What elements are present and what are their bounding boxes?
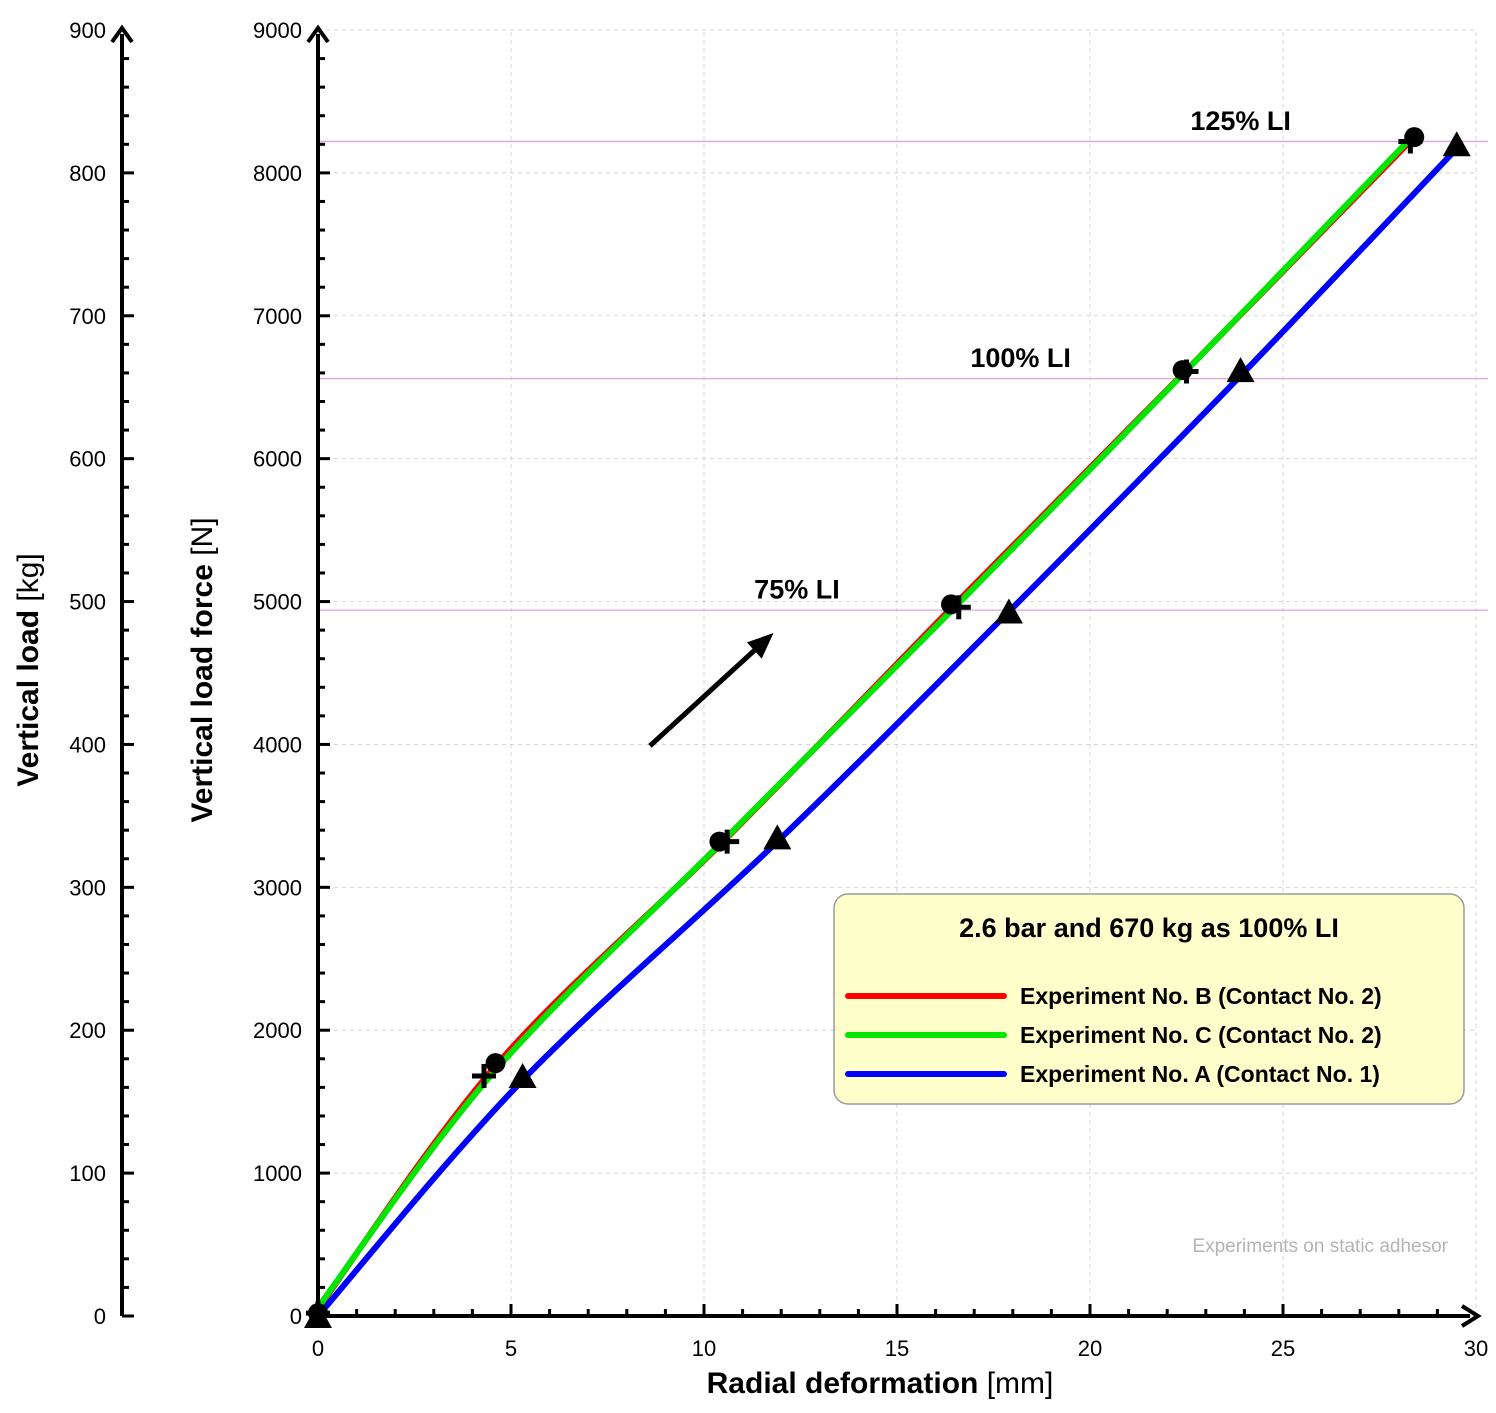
secondary-y-axis-title-main: Vertical load (12, 610, 45, 787)
reference-lines (318, 140, 1488, 611)
circle-marker-5 (1404, 127, 1425, 148)
secondary-y-axis-arrowhead (110, 24, 134, 44)
x-tick-label-0: 0 (312, 1336, 324, 1361)
y-tick-label-7: 7000 (253, 304, 302, 329)
y-axis-title: Vertical load force [N] (186, 517, 219, 822)
y-axis-title-unit: [N] (186, 517, 219, 555)
tick-labels: 0 5 10 15 20 25 300100020003000400050006000700… (69, 18, 1488, 1361)
y-tick-label-0: 0 (290, 1304, 302, 1329)
x-axis-title: Radial deformation [mm] (707, 1367, 1054, 1400)
x-tick-label-4: 20 (1078, 1336, 1102, 1361)
legend-label-1: Experiment No. C (Contact No. 2) (1020, 1022, 1382, 1048)
plus-marker-1 (471, 1063, 496, 1088)
axes (110, 24, 1482, 1328)
x-tick-label-6: 30 (1464, 1336, 1488, 1361)
triangle-marker-1 (508, 1062, 537, 1088)
legend-box (833, 893, 1465, 1105)
x-tick-label-2: 10 (692, 1336, 716, 1361)
legend: 2.6 bar and 670 kg as 100% LI Experiment… (833, 893, 1465, 1105)
y2-tick-label-1: 100 (69, 1161, 106, 1186)
y2-tick-label-9: 900 (69, 18, 106, 43)
y-tick-label-4: 4000 (253, 732, 302, 757)
secondary-y-axis-title: Vertical load [kg] (12, 553, 45, 786)
y-tick-label-5: 5000 (253, 590, 302, 615)
x-tick-label-1: 5 (505, 1336, 517, 1361)
y-tick-label-1: 1000 (253, 1161, 302, 1186)
arrow-head (746, 632, 774, 659)
legend-items: Experiment No. B (Contact No. 2) Experime… (845, 983, 1382, 1087)
grid (317, 29, 1477, 1317)
triangle-marker-2 (763, 824, 792, 850)
data-markers (304, 127, 1471, 1328)
reference-label-0: 75% LI (754, 575, 840, 605)
x-tick-label-5: 25 (1271, 1336, 1295, 1361)
y-axis-title-main: Vertical load force (186, 564, 219, 822)
legend-label-2: Experiment No. A (Contact No. 1) (1020, 1061, 1380, 1087)
y-tick-label-8: 8000 (253, 161, 302, 186)
triangle-marker-3 (994, 598, 1023, 624)
y2-tick-label-3: 300 (69, 875, 106, 900)
y-tick-label-3: 3000 (253, 875, 302, 900)
triangle-marker-4 (1226, 357, 1255, 383)
circle-marker-1 (485, 1053, 506, 1074)
y2-tick-label-4: 400 (69, 732, 106, 757)
tick-marks (122, 57, 1439, 1318)
plus-marker-5 (1398, 129, 1423, 154)
y-tick-label-6: 6000 (253, 447, 302, 472)
series-line-1 (318, 135, 1414, 1311)
x-tick-label-3: 15 (885, 1336, 909, 1361)
x-axis-title-unit: [mm] (987, 1367, 1054, 1400)
plus-marker-2 (715, 829, 740, 854)
arrow-shaft (648, 648, 756, 748)
y-tick-label-2: 2000 (253, 1018, 302, 1043)
reference-labels: 75% LI 100% LI 125% LI (754, 106, 1291, 605)
y2-tick-label-6: 600 (69, 447, 106, 472)
y2-tick-label-2: 200 (69, 1018, 106, 1043)
legend-label-0: Experiment No. B (Contact No. 2) (1020, 983, 1382, 1009)
secondary-y-axis-title-unit: [kg] (12, 553, 45, 601)
triangle-marker-5 (1442, 131, 1471, 157)
reference-label-1: 100% LI (970, 343, 1071, 373)
plus-marker-3 (946, 595, 971, 620)
y2-tick-label-5: 500 (69, 590, 106, 615)
series-line-2 (318, 145, 1460, 1316)
series-line-0 (318, 134, 1418, 1312)
watermark-text: Experiments on static adhesor (1192, 1236, 1448, 1257)
plus-marker-4 (1174, 359, 1199, 384)
series-lines (318, 134, 1460, 1316)
direction-arrow (648, 632, 774, 748)
y2-tick-label-0: 0 (94, 1304, 106, 1329)
y-axis-arrowhead (306, 24, 330, 44)
y-tick-label-9: 9000 (253, 18, 302, 43)
x-axis-title-main: Radial deformation (707, 1367, 979, 1400)
legend-title: 2.6 bar and 670 kg as 100% LI (959, 913, 1339, 943)
x-axis-arrowhead (1460, 1304, 1482, 1328)
reference-label-2: 125% LI (1190, 106, 1291, 136)
y2-tick-label-8: 800 (69, 161, 106, 186)
y2-tick-label-7: 700 (69, 304, 106, 329)
